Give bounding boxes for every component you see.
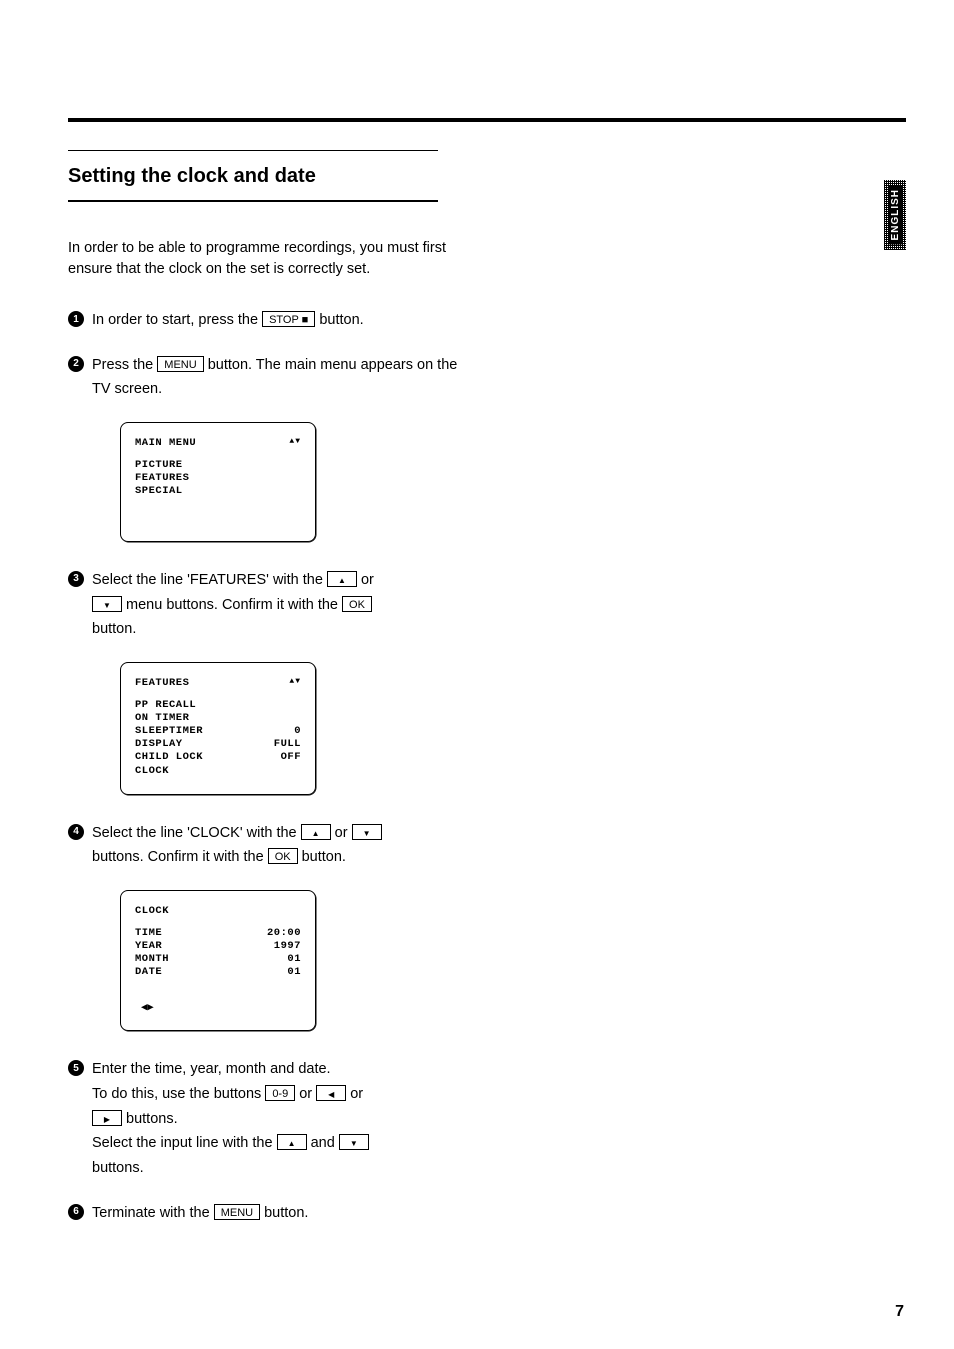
osd2-body: PP RECALL ON TIMER SLEEPTIMER 0 DISPLAY FU… — [135, 699, 301, 778]
step-5-text-f: Select the input line with the — [92, 1135, 277, 1151]
osd2-l: ON TIMER — [135, 712, 189, 725]
osd2-l: CHILD LOCK — [135, 751, 203, 764]
osd3-l: TIME — [135, 927, 162, 940]
section-rule-top — [68, 150, 438, 151]
step-5-text-h: buttons. — [92, 1160, 144, 1176]
osd3-footer-arrows: ◀▶ — [135, 1001, 301, 1014]
step-3-text-b: or — [357, 572, 374, 588]
step-bullet-5: 5 — [68, 1060, 84, 1076]
step-bullet-2: 2 — [68, 356, 84, 372]
step-5-text-c: or — [295, 1086, 316, 1102]
osd3-r: 20:00 — [267, 927, 301, 940]
language-tab-label: ENGLISH — [888, 185, 903, 244]
step-3-text-d: button. — [92, 621, 136, 637]
step-5-text-g: and — [307, 1135, 339, 1151]
num-key: 0-9 — [265, 1085, 295, 1101]
language-tab: ENGLISH — [884, 180, 906, 250]
step-4-body: Select the line 'CLOCK' with the or butt… — [92, 821, 468, 870]
menu-key: MENU — [214, 1204, 260, 1220]
osd2-l: DISPLAY — [135, 738, 183, 751]
osd1-line: SPECIAL — [135, 485, 301, 498]
step-5-text-a: Enter the time, year, month and date. — [92, 1061, 331, 1077]
section-title: Setting the clock and date — [68, 165, 468, 188]
down-key — [339, 1134, 369, 1150]
step-6: 6 Terminate with the MENU button. — [68, 1201, 468, 1226]
osd-clock: CLOCK TIME20:00 YEAR1997 MONTH01 DATE01 … — [120, 890, 316, 1032]
section-rule-bottom — [68, 200, 438, 202]
up-key — [277, 1134, 307, 1150]
osd2-l: SLEEPTIMER — [135, 725, 203, 738]
ok-key: OK — [342, 596, 372, 612]
step-bullet-4: 4 — [68, 824, 84, 840]
step-3-text-a: Select the line 'FEATURES' with the — [92, 572, 327, 588]
osd3-r: 1997 — [274, 940, 301, 953]
osd2-title: FEATURES — [135, 677, 189, 689]
osd-main-menu: MAIN MENU ▲▼ PICTURE FEATURES SPECIAL — [120, 422, 316, 542]
osd3-body: TIME 20:00 YEAR 1997 MONTH 01 DATE 01 — [135, 927, 301, 980]
osd3-r: 01 — [287, 966, 301, 979]
step-6-text-a: Terminate with the — [92, 1205, 214, 1221]
down-key — [92, 596, 122, 612]
step-5-text-d: or — [346, 1086, 363, 1102]
step-4-text-a: Select the line 'CLOCK' with the — [92, 825, 301, 841]
up-key — [327, 571, 357, 587]
osd3-l: YEAR — [135, 940, 162, 953]
osd1-line: PICTURE — [135, 459, 301, 472]
step-4: 4 Select the line 'CLOCK' with the or bu… — [68, 821, 468, 870]
step-bullet-3: 3 — [68, 571, 84, 587]
intro-paragraph: In order to be able to programme recordi… — [68, 238, 468, 280]
right-key — [92, 1110, 122, 1126]
osd1-arrows: ▲▼ — [289, 437, 301, 449]
step-3-text-c: menu buttons. Confirm it with the — [122, 597, 342, 613]
step-5-body: Enter the time, year, month and date. To… — [92, 1057, 468, 1180]
step-1-text-a: In order to start, press the — [92, 312, 262, 328]
osd1-line: FEATURES — [135, 472, 301, 485]
page-top-rule — [68, 118, 906, 122]
osd3-title: CLOCK — [135, 905, 169, 917]
ok-key: OK — [268, 848, 298, 864]
osd3-l: MONTH — [135, 953, 169, 966]
osd-features: FEATURES ▲▼ PP RECALL ON TIMER SLEEPTIME… — [120, 662, 316, 795]
step-4-text-c: buttons. Confirm it with the — [92, 849, 268, 865]
step-2-text-a: Press the — [92, 357, 157, 373]
step-6-body: Terminate with the MENU button. — [92, 1201, 468, 1226]
content-column: Setting the clock and date In order to b… — [68, 150, 468, 1245]
osd2-r: FULL — [274, 738, 301, 751]
osd1-body: PICTURE FEATURES SPECIAL — [135, 459, 301, 498]
step-5-text-e: buttons. — [122, 1111, 178, 1127]
osd2-arrows: ▲▼ — [289, 677, 301, 689]
stop-key: STOP ■ — [262, 311, 315, 327]
step-3: 3 Select the line 'FEATURES' with the or… — [68, 568, 468, 642]
step-2-body: Press the MENU button. The main menu app… — [92, 353, 468, 402]
step-bullet-1: 1 — [68, 311, 84, 327]
osd2-r: OFF — [281, 751, 301, 764]
step-1: 1 In order to start, press the STOP ■ bu… — [68, 308, 468, 333]
osd1-title: MAIN MENU — [135, 437, 196, 449]
step-4-text-b: or — [331, 825, 352, 841]
page-number: 7 — [895, 1303, 904, 1321]
step-4-text-d: button. — [298, 849, 346, 865]
step-6-text-b: button. — [260, 1205, 308, 1221]
osd2-l: CLOCK — [135, 765, 169, 778]
step-5: 5 Enter the time, year, month and date. … — [68, 1057, 468, 1180]
osd2-r: 0 — [294, 725, 301, 738]
osd3-r: 01 — [287, 953, 301, 966]
menu-key: MENU — [157, 356, 203, 372]
step-bullet-6: 6 — [68, 1204, 84, 1220]
step-2: 2 Press the MENU button. The main menu a… — [68, 353, 468, 402]
up-key — [301, 824, 331, 840]
step-1-body: In order to start, press the STOP ■ butt… — [92, 308, 468, 333]
osd3-l: DATE — [135, 966, 162, 979]
step-5-text-b: To do this, use the buttons — [92, 1086, 265, 1102]
step-1-text-b: button. — [315, 312, 363, 328]
left-key — [316, 1085, 346, 1101]
step-3-body: Select the line 'FEATURES' with the or m… — [92, 568, 468, 642]
down-key — [352, 824, 382, 840]
osd2-l: PP RECALL — [135, 699, 196, 712]
